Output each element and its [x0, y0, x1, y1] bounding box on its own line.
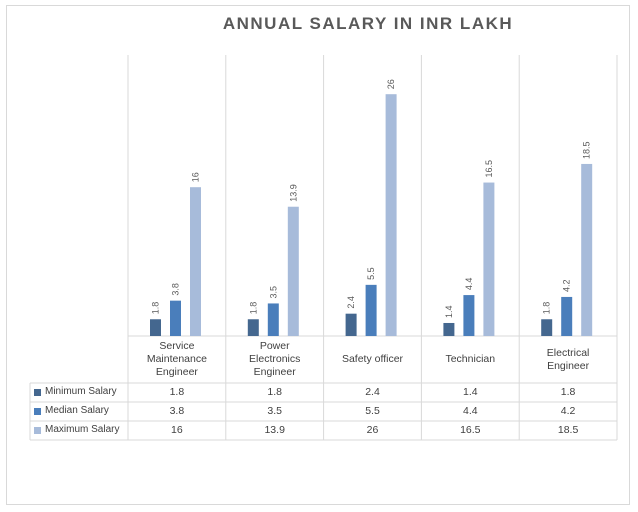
category-label-line: Engineer	[253, 366, 296, 378]
category-label-line: Power	[259, 340, 290, 352]
table-cell: 3.5	[267, 405, 282, 417]
table-cell: 13.9	[264, 424, 285, 436]
bar-minimum-salary	[247, 319, 259, 336]
table-cell: 4.2	[560, 405, 576, 417]
data-label: 13.9	[288, 184, 298, 202]
category-label: Service Maintenance Engineer	[128, 340, 226, 379]
category-label-line: Technician	[445, 353, 496, 365]
legend-key	[34, 427, 41, 434]
data-label: 4.4	[464, 278, 474, 291]
category-label: Electrical Engineer	[519, 347, 617, 373]
data-label: 18.5	[582, 141, 592, 159]
legend-label: Median Salary	[45, 405, 109, 416]
legend-key	[34, 408, 41, 415]
category-label-line: Engineer	[547, 359, 590, 372]
data-label: 26	[386, 79, 396, 89]
table-cell: 1.8	[560, 386, 576, 398]
table-cell: 4.4	[462, 405, 478, 417]
data-label: 2.4	[346, 296, 356, 309]
category-label-line: Safety officer	[341, 353, 404, 365]
data-label: 16.5	[484, 160, 494, 178]
bar-maximum-salary	[483, 182, 495, 336]
data-label: 1.8	[542, 302, 552, 315]
table-cell: 3.8	[169, 405, 185, 417]
bar-maximum-salary	[287, 206, 299, 336]
bar-maximum-salary	[190, 187, 201, 336]
legend-label: Minimum Salary	[45, 386, 117, 397]
table-cell: 1.8	[169, 386, 185, 398]
data-label: 1.4	[444, 305, 454, 318]
table-cell: 26	[366, 424, 379, 436]
bar-median-salary	[561, 296, 573, 336]
data-label: 3.5	[268, 286, 278, 299]
bar-minimum-salary	[541, 319, 553, 336]
category-label: Power Electronics Engineer	[226, 340, 324, 379]
bar-median-salary	[267, 303, 279, 336]
table-cell: 1.4	[462, 386, 478, 398]
category-label-line: Maintenance	[146, 353, 207, 365]
bar-maximum-salary	[581, 163, 593, 336]
table-cell: 2.4	[365, 386, 380, 398]
category-label: Safety officer	[324, 353, 422, 366]
bar-minimum-salary	[150, 319, 161, 336]
category-label-line: Electrical	[546, 346, 590, 359]
data-label: 1.8	[248, 302, 258, 315]
data-label: 4.2	[562, 279, 572, 292]
bar-median-salary	[170, 300, 181, 336]
bar-median-salary	[365, 284, 377, 336]
data-label: 1.8	[151, 302, 161, 315]
category-label-line: Electronics	[249, 353, 301, 365]
bar-minimum-salary	[345, 313, 357, 336]
chart-frame: ANNUAL SALARY IN INR LAKH	[6, 5, 630, 505]
table-cell: 5.5	[365, 405, 380, 417]
category-label-line: Engineer	[155, 366, 198, 378]
table-cell: 18.5	[557, 424, 579, 436]
category-label-line: Service	[159, 340, 195, 352]
data-label: 5.5	[366, 267, 376, 280]
bar-median-salary	[463, 295, 475, 336]
legend-key	[34, 389, 41, 396]
table-cell: 1.8	[267, 386, 282, 398]
data-label: 16	[191, 172, 201, 182]
chart-title: ANNUAL SALARY IN INR LAKH	[222, 14, 514, 33]
bar-maximum-salary	[385, 94, 397, 336]
data-label: 3.8	[171, 283, 181, 296]
legend-label: Maximum Salary	[45, 424, 120, 435]
table-cell: 16	[171, 424, 183, 436]
category-label: Technician	[421, 353, 519, 366]
bar-minimum-salary	[443, 322, 455, 336]
table-cell: 16.5	[460, 424, 481, 436]
